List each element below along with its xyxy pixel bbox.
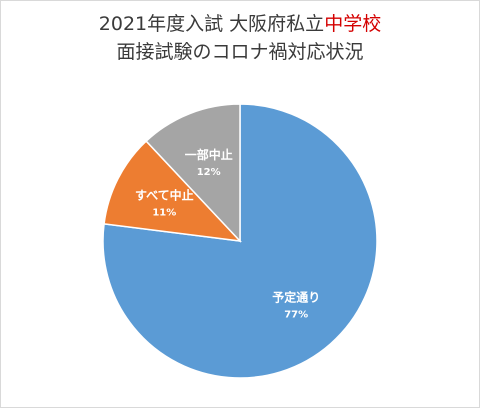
chart-title: 2021年度入試 大阪府私立中学校 — [1, 11, 479, 37]
pie-slice-3 — [145, 103, 241, 243]
slice-value-label-1: 77% — [284, 310, 308, 321]
chart-title-prefix: 2021年度入試 大阪府私立 — [98, 13, 325, 35]
slice-label-1: 予定通り — [272, 290, 320, 305]
chart-subtitle: 面接試験のコロナ禍対応状況 — [116, 41, 364, 63]
slice-value-label-3: 12% — [197, 167, 221, 178]
slice-value-label-2: 11% — [152, 207, 176, 218]
chart-title-accent: 中学校 — [324, 13, 382, 35]
slice-label-2: すべて中止 — [135, 187, 194, 202]
pie-slice-2 — [103, 140, 242, 243]
slice-label-3: 一部中止 — [185, 147, 233, 162]
